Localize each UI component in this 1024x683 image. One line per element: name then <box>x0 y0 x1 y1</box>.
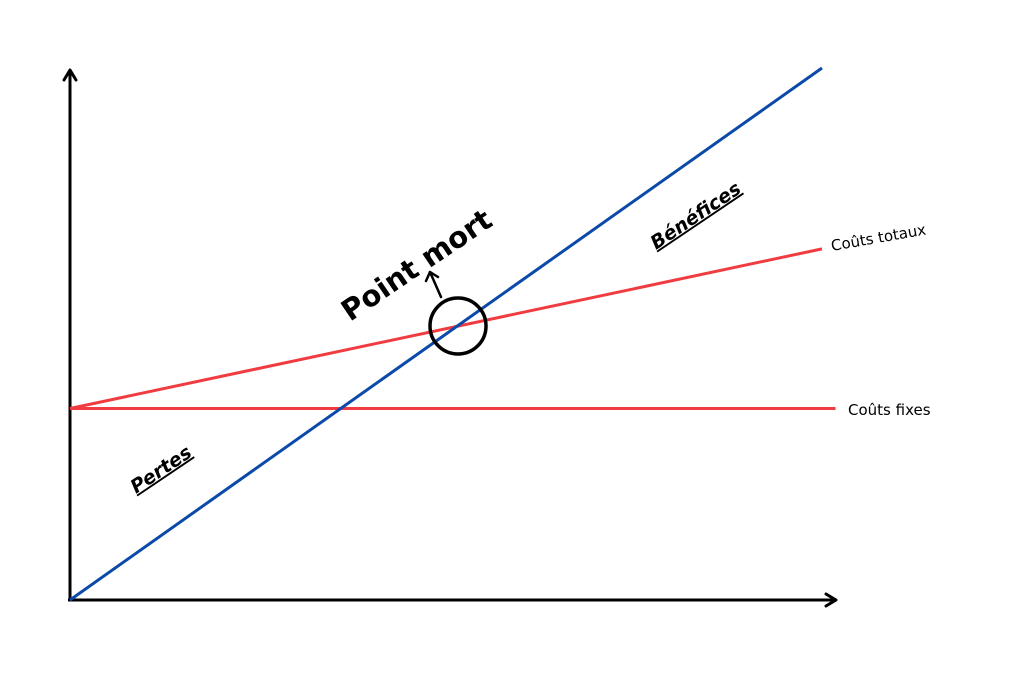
axes <box>62 68 838 608</box>
series-layer <box>69 66 836 602</box>
break-even-arrow <box>428 270 443 299</box>
series-label-couts-fixes: Coûts fixes <box>848 401 931 419</box>
annotation-point-mort: Point mort <box>335 202 498 328</box>
series-line-couts-totaux <box>69 247 823 410</box>
break-even-marker <box>424 270 488 356</box>
break-even-arrowhead <box>424 270 440 283</box>
x-axis-arrowhead <box>824 592 838 608</box>
annotation-benefices: Bénéfices <box>646 178 745 255</box>
series-label-couts-totaux: Coûts totaux <box>830 220 928 254</box>
y-axis-arrowhead <box>62 68 78 82</box>
series-line-revenue <box>69 66 823 602</box>
break-even-circle <box>428 296 488 356</box>
annotation-pertes: Pertes <box>126 441 195 498</box>
